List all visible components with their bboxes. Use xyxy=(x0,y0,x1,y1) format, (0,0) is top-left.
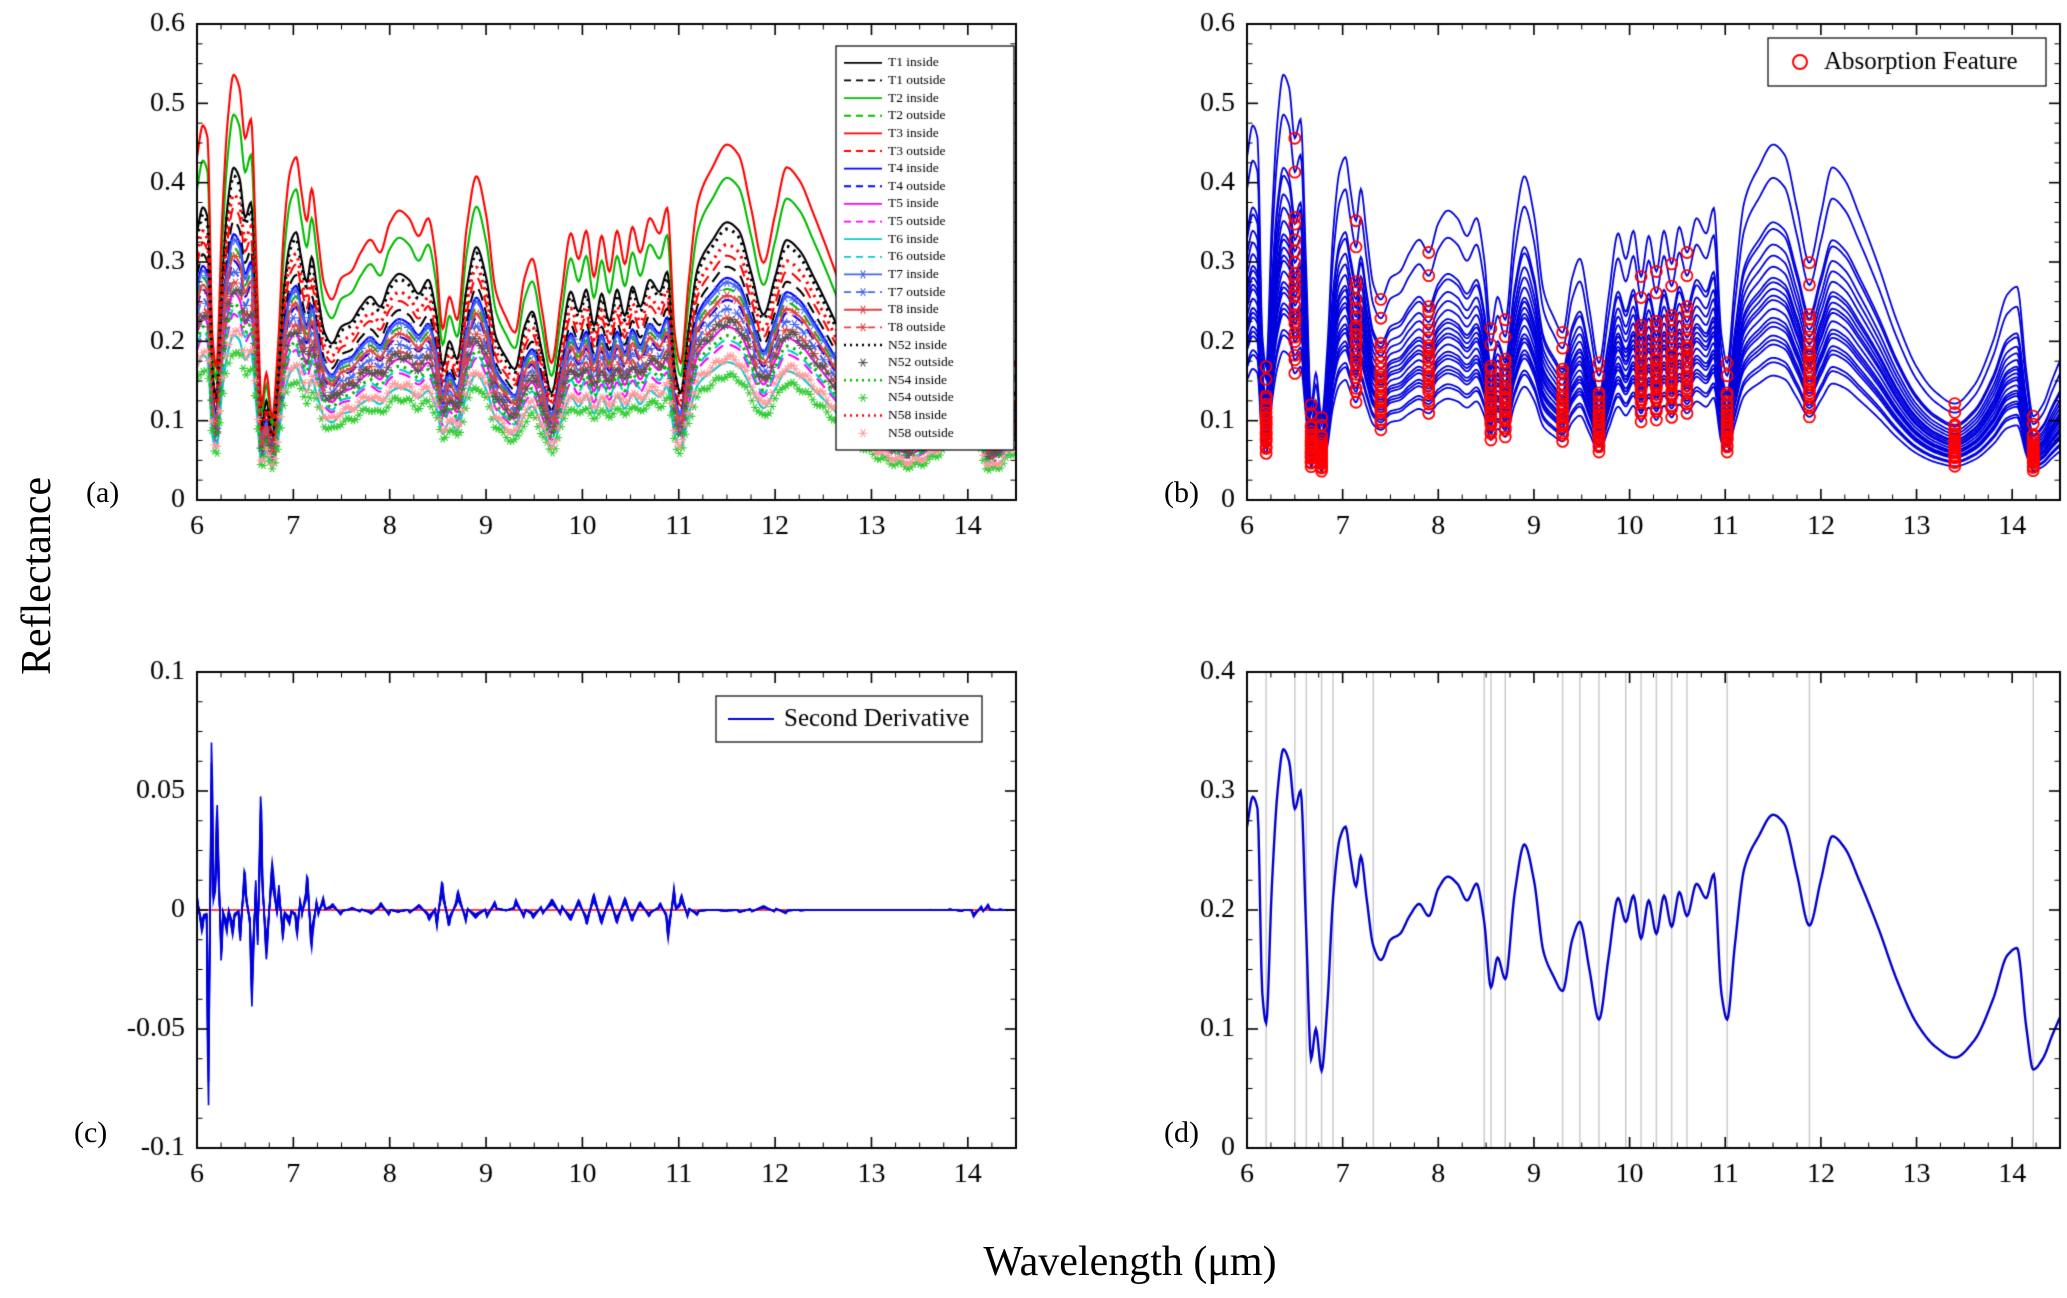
x-axis-label: Wavelength (μm) xyxy=(983,1239,1277,1285)
panel-label-d: (d) xyxy=(1164,1116,1199,1149)
panel-label-c: (c) xyxy=(74,1116,108,1149)
y-axis-label: Reflectance xyxy=(14,476,60,676)
panel-label-a: (a) xyxy=(86,476,120,509)
panel-label-b: (b) xyxy=(1164,476,1199,509)
